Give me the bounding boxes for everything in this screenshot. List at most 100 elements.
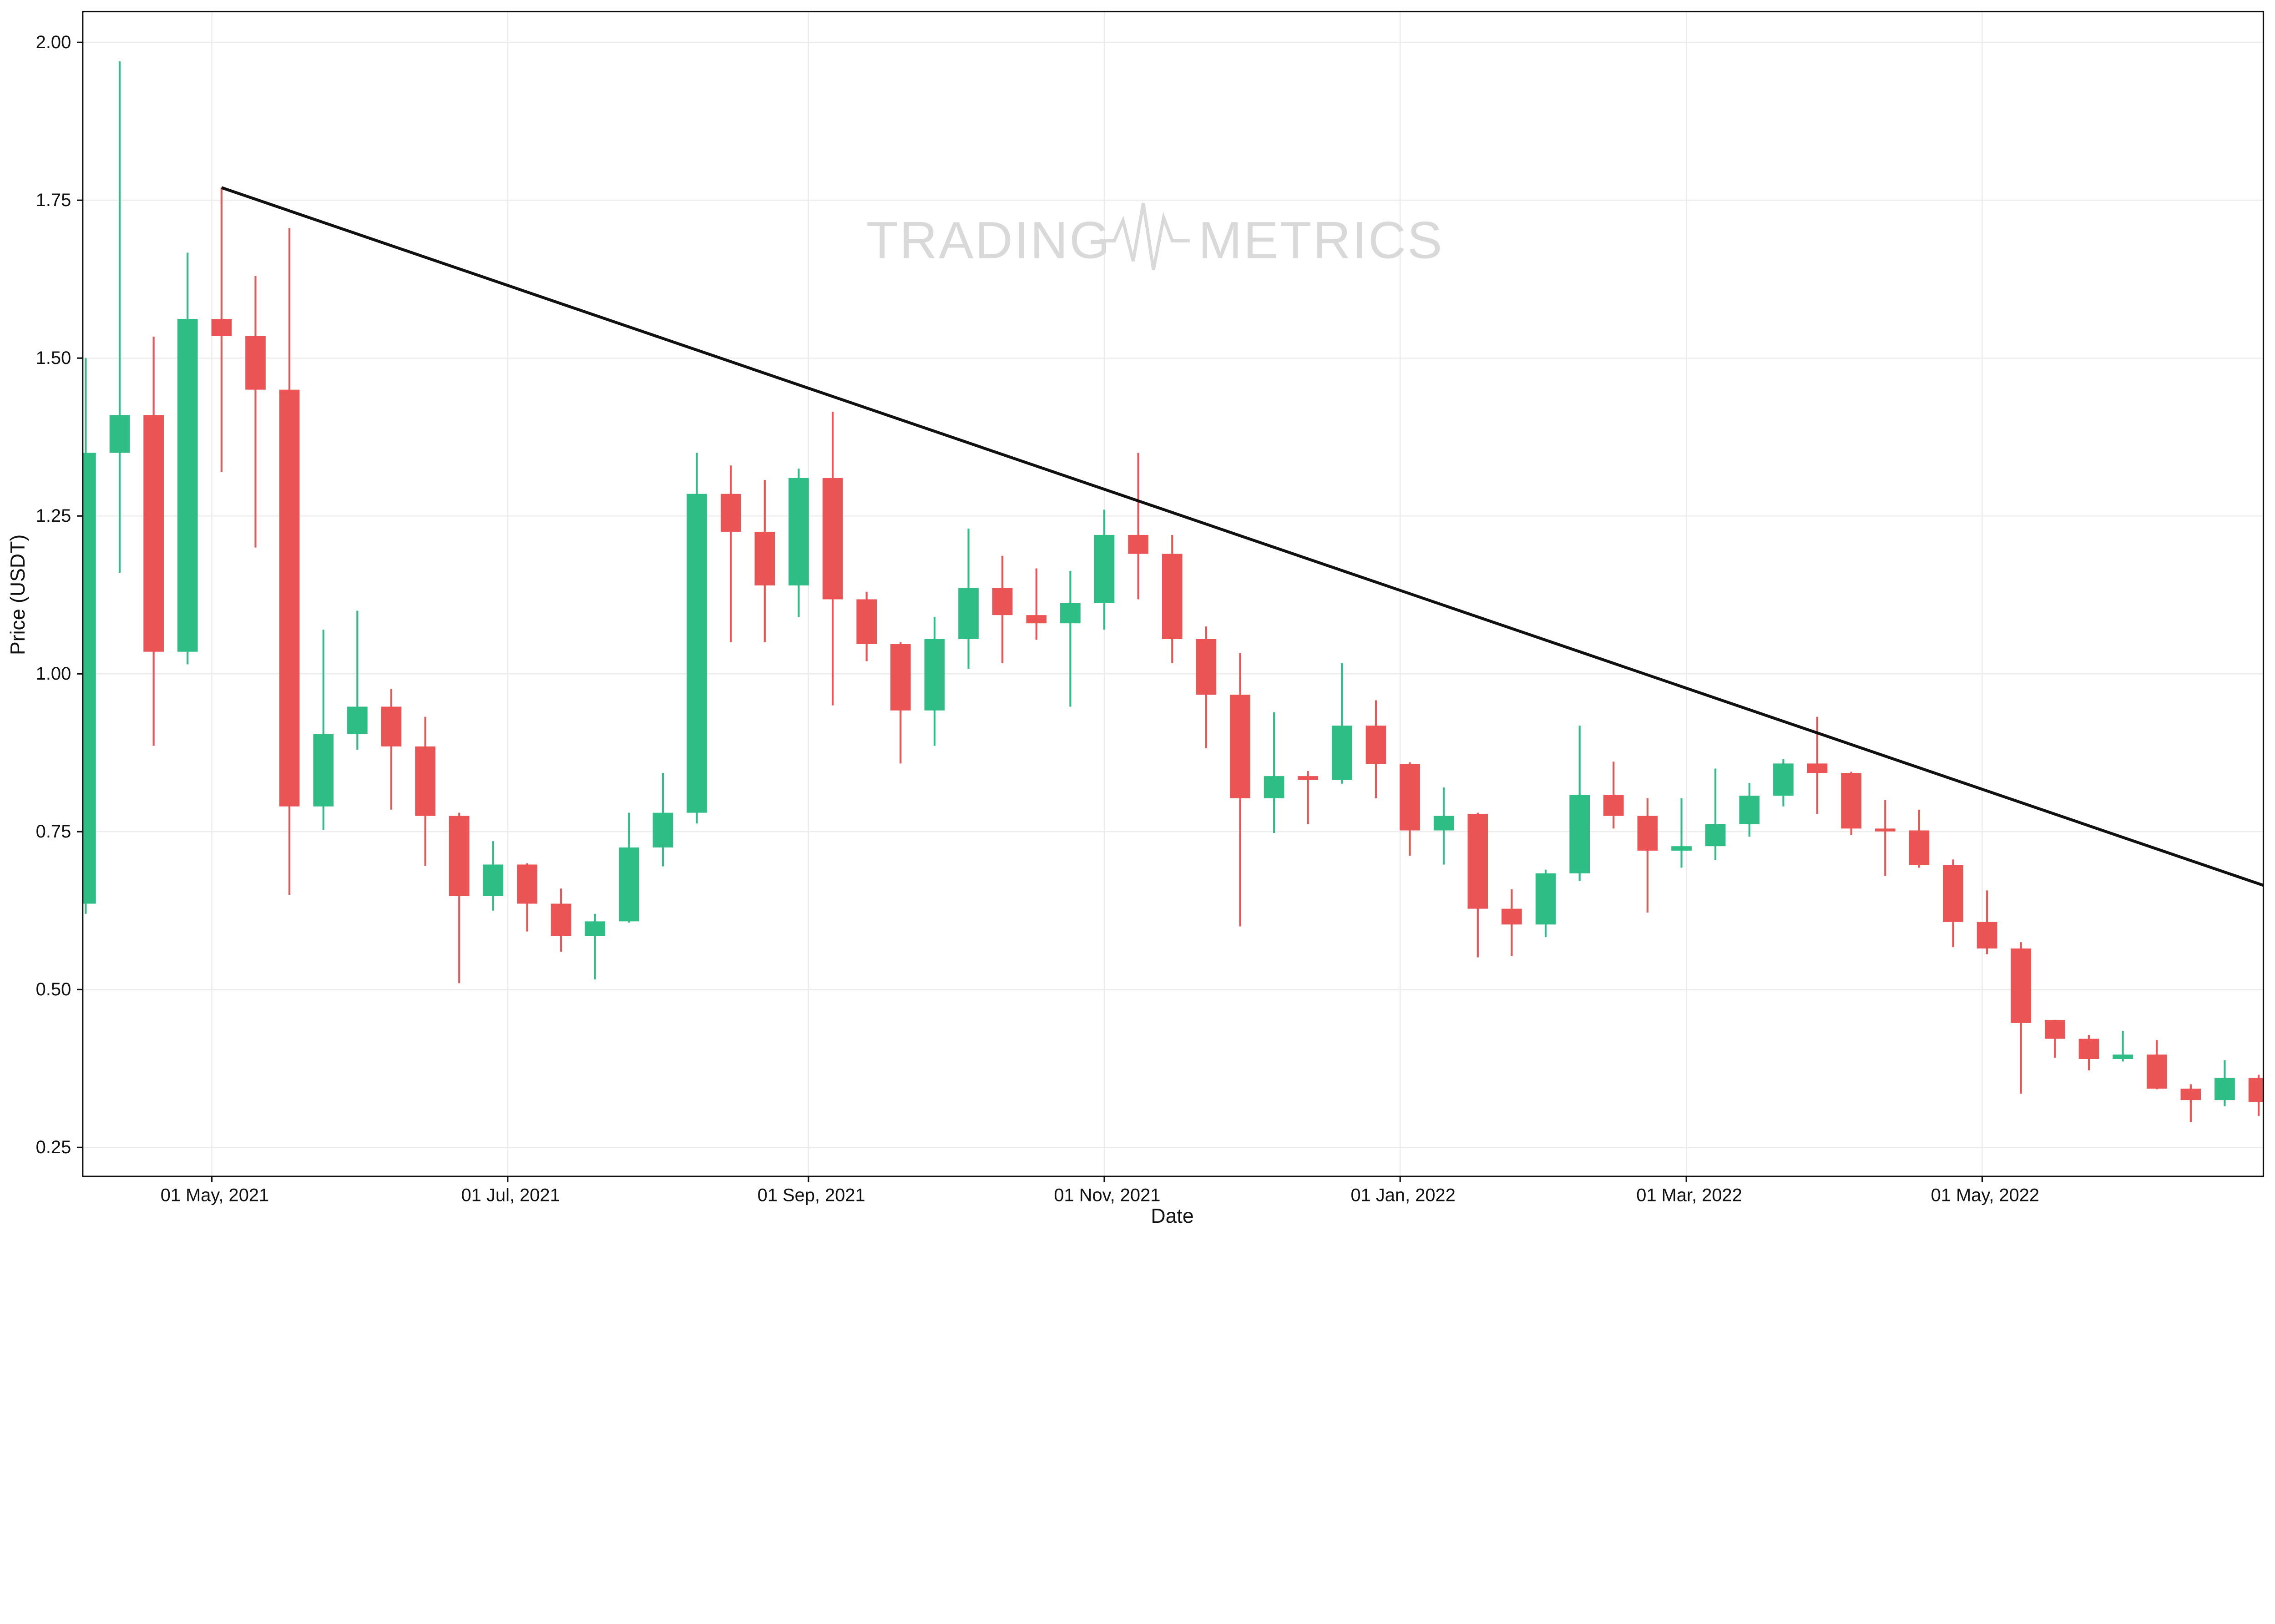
- candle: [483, 841, 504, 911]
- candle-body: [1162, 554, 1183, 639]
- candle-body: [1637, 816, 1658, 851]
- candle: [517, 863, 537, 932]
- candle: [720, 465, 741, 642]
- candle-body: [551, 903, 571, 936]
- plot-frame: [82, 10, 2265, 1177]
- candle-body: [687, 494, 707, 813]
- candle-body: [347, 706, 368, 734]
- candle-body: [2248, 1078, 2264, 1102]
- candlestick-chart: TRADING METRICS 0.25 0.50 0.75 1.00 1.25 1.50…: [0, 0, 2275, 1236]
- candles: [82, 61, 2264, 1122]
- candle: [754, 480, 775, 642]
- y-tick-label: 0.75: [36, 822, 71, 842]
- candle-body: [1365, 726, 1386, 764]
- watermark-right-text: METRICS: [1198, 212, 1444, 270]
- candle-body: [211, 319, 232, 336]
- x-tick-label: 01 May, 2022: [1931, 1185, 2039, 1205]
- y-tick-label: 1.50: [36, 348, 71, 368]
- candle-body: [1569, 795, 1590, 873]
- candle-body: [1196, 639, 1217, 695]
- candle-body: [449, 816, 470, 896]
- candle-body: [1502, 908, 1522, 925]
- y-tick-label: 1.25: [36, 506, 71, 526]
- candle: [822, 412, 843, 706]
- candle: [449, 812, 470, 983]
- candle: [1841, 772, 1861, 835]
- candle-body: [1773, 763, 1794, 796]
- candle: [2011, 942, 2032, 1094]
- candle-body: [1433, 816, 1454, 831]
- candle: [1671, 798, 1692, 868]
- background: [0, 0, 2275, 1236]
- candle-body: [313, 734, 334, 807]
- candle: [2078, 1035, 2099, 1070]
- candle-body: [1943, 865, 1963, 922]
- candle: [1467, 812, 1488, 958]
- candle: [415, 716, 435, 866]
- candle: [2045, 1019, 2065, 1058]
- x-tick-label: 01 Sep, 2021: [758, 1185, 865, 1205]
- candle-body: [1230, 695, 1250, 798]
- watermark-left-text: TRADING: [866, 212, 1112, 270]
- candle: [1603, 762, 1624, 829]
- candle-body: [822, 478, 843, 600]
- candle-body: [1875, 828, 1896, 832]
- candle-body: [381, 706, 402, 746]
- y-tick-label: 1.00: [36, 664, 71, 684]
- candle-body: [109, 415, 130, 453]
- candle-body: [1671, 846, 1692, 851]
- candle: [1773, 759, 1794, 807]
- candle: [958, 529, 979, 669]
- candle: [2180, 1084, 2201, 1122]
- x-tick-label: 01 Jul, 2021: [461, 1185, 560, 1205]
- candle: [1365, 700, 1386, 798]
- candle: [856, 591, 877, 661]
- candle: [313, 630, 334, 830]
- candle: [2146, 1040, 2167, 1089]
- candle-body: [1909, 830, 1930, 865]
- candle-body: [517, 864, 537, 904]
- candle-body: [992, 588, 1013, 615]
- candle-body: [279, 389, 300, 807]
- candle-body: [856, 599, 877, 645]
- candle-body: [1977, 922, 1997, 949]
- candle: [1875, 800, 1896, 876]
- candle-body: [2180, 1089, 2201, 1100]
- candle-body: [415, 746, 435, 816]
- y-axis: 0.25 0.50 0.75 1.00 1.25 1.50 1.75 2.00: [36, 32, 83, 1157]
- candle-body: [1739, 796, 1760, 824]
- x-tick-label: 01 Nov, 2021: [1054, 1185, 1160, 1205]
- candle: [1637, 798, 1658, 913]
- candle: [1705, 768, 1726, 860]
- candle: [652, 773, 673, 867]
- candle: [1162, 535, 1183, 663]
- y-axis-label: Price (USDT): [7, 535, 29, 655]
- candle-body: [1060, 603, 1081, 624]
- candle: [143, 337, 164, 746]
- candle: [1332, 663, 1352, 784]
- trendline: [221, 186, 2264, 887]
- candle: [245, 276, 266, 548]
- candle: [1128, 453, 1148, 600]
- candle-body: [1298, 776, 1319, 780]
- candle: [551, 888, 571, 952]
- candle-body: [1705, 824, 1726, 847]
- candle: [1739, 783, 1760, 837]
- y-tick-label: 0.25: [36, 1137, 71, 1157]
- candle-body: [483, 864, 504, 896]
- candle-body: [1332, 726, 1352, 780]
- x-tick-label: 01 Jan, 2022: [1350, 1185, 1455, 1205]
- candle: [1943, 859, 1963, 948]
- candle-body: [143, 415, 164, 652]
- candle: [1298, 771, 1319, 824]
- candle: [177, 252, 198, 665]
- candle: [347, 610, 368, 750]
- candle: [279, 228, 300, 895]
- candle: [211, 187, 232, 472]
- watermark: TRADING METRICS: [866, 202, 1444, 270]
- x-tick-label: 01 May, 2021: [161, 1185, 269, 1205]
- candle-body: [1094, 535, 1115, 603]
- candle-body: [2078, 1039, 2099, 1059]
- candle: [1026, 568, 1047, 640]
- gridlines: [82, 11, 2264, 1177]
